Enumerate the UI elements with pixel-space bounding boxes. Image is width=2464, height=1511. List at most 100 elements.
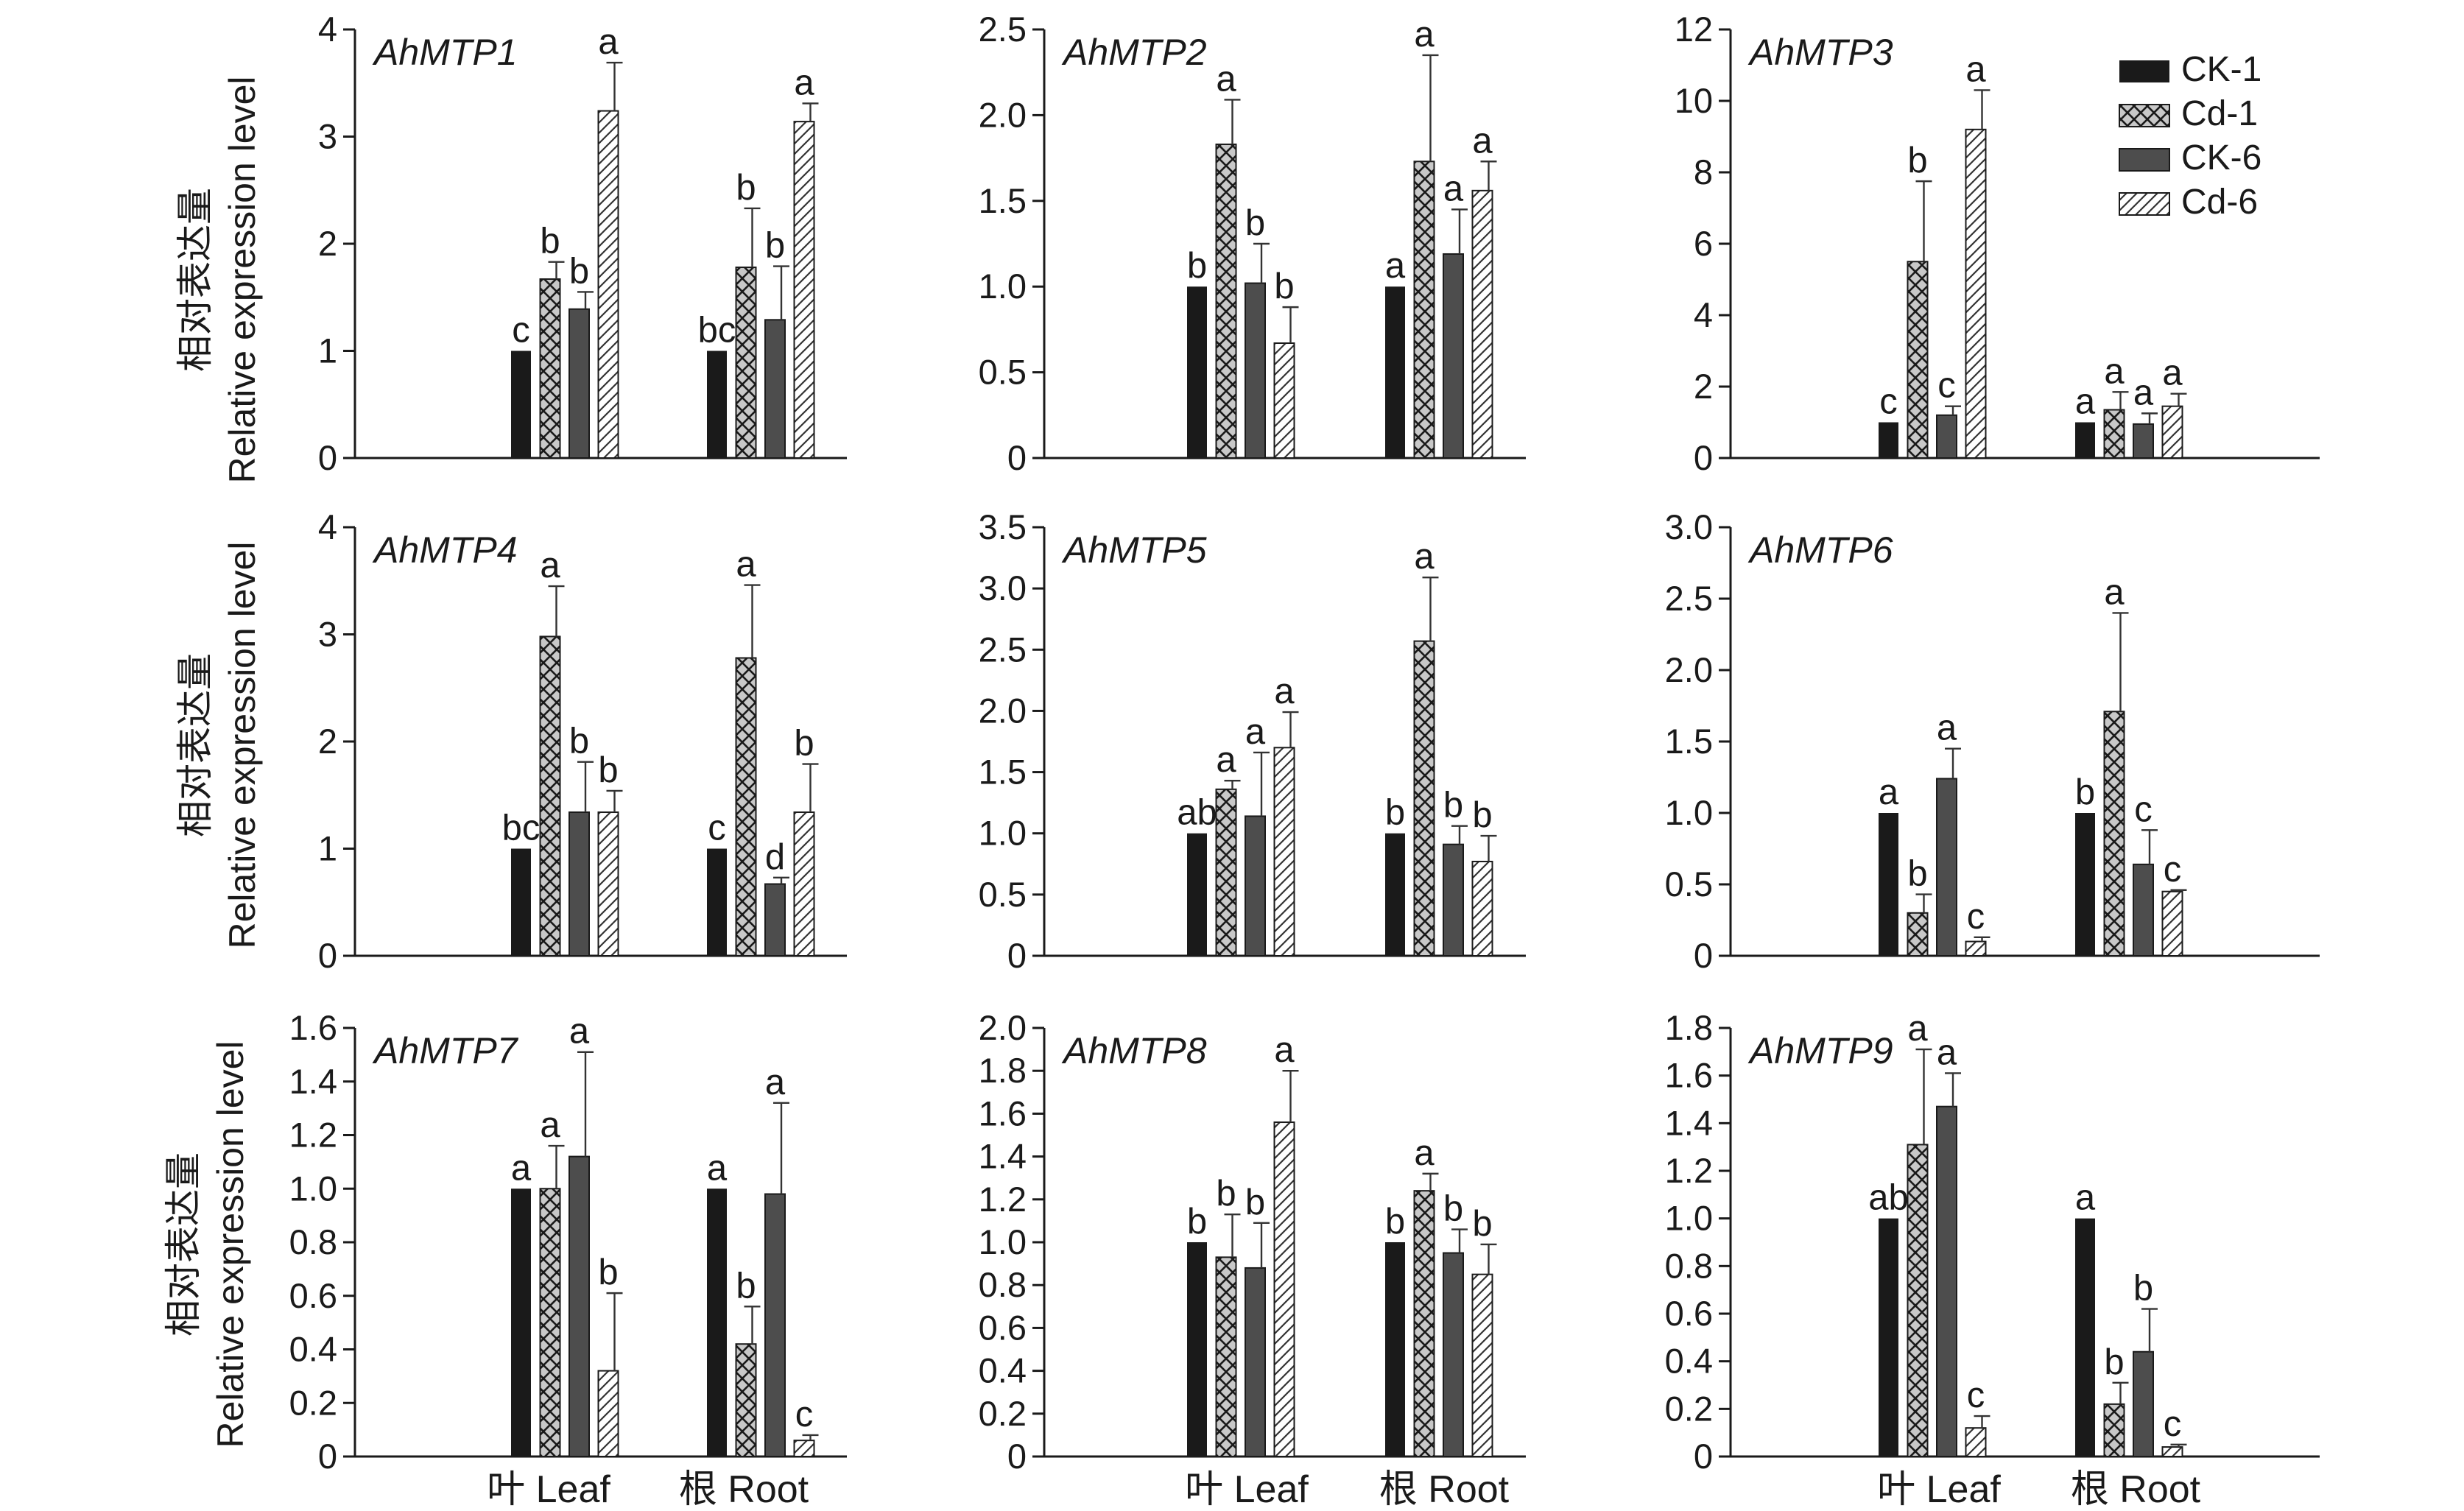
significance-letter: a xyxy=(1472,121,1493,161)
y-tick-label: 1.0 xyxy=(289,1169,337,1208)
y-tick-label: 0.6 xyxy=(979,1308,1027,1347)
y-tick-label: 12 xyxy=(1675,10,1713,49)
bar-cd-1-root xyxy=(735,657,757,957)
y-tick-label: 3.0 xyxy=(1665,507,1713,546)
y-tick-label: 1.0 xyxy=(979,267,1027,306)
y-tick-label: 0.2 xyxy=(289,1383,337,1422)
bar-cd-6-leaf xyxy=(1273,1121,1295,1458)
bar-cd-1-root xyxy=(2103,409,2125,459)
bar-ck-1-root xyxy=(707,351,727,458)
panel-title: AhMTP9 xyxy=(1747,1030,1893,1071)
bar-cd-6-root xyxy=(793,121,815,459)
bar-cd-1-leaf xyxy=(1215,143,1237,459)
bar-ck-1-leaf xyxy=(511,848,531,956)
y-tick-label: 2.0 xyxy=(979,95,1027,134)
panel-title: AhMTP2 xyxy=(1061,32,1207,73)
significance-letter: b xyxy=(1385,793,1405,833)
y-tick-label: 2 xyxy=(318,224,337,263)
significance-letter: b xyxy=(1245,1183,1265,1222)
bar-ck-1-root xyxy=(2075,1218,2095,1457)
significance-letter: b xyxy=(540,222,560,261)
bar-ck-6-root xyxy=(1443,843,1464,957)
bar-ck-6-leaf xyxy=(1245,815,1266,957)
bar-ck-1-root xyxy=(707,1188,727,1457)
y-tick-label: 0 xyxy=(1007,1437,1027,1476)
significance-letter: b xyxy=(2075,772,2095,812)
significance-letter: a xyxy=(540,1105,560,1145)
significance-letter: a xyxy=(2162,353,2183,393)
y-tick-label: 1.6 xyxy=(979,1093,1027,1133)
bar-cd-1-root xyxy=(735,267,757,459)
bar-ck-1-root xyxy=(707,848,727,956)
y-tick-label: 0.5 xyxy=(979,875,1027,914)
significance-letter: a xyxy=(794,63,814,102)
significance-letter: b xyxy=(736,1266,756,1306)
significance-letter: a xyxy=(1937,1032,1957,1072)
legend-swatch-cd-1 xyxy=(2119,104,2170,127)
significance-letter: a xyxy=(1216,59,1236,99)
bar-ck-6-leaf xyxy=(1936,414,1957,459)
y-tick-label: 1.0 xyxy=(1665,793,1713,832)
y-axis-label-en: Relative expression level xyxy=(210,1040,251,1448)
significance-letter: b xyxy=(1443,786,1463,825)
y-tick-label: 0.8 xyxy=(289,1222,337,1261)
x-category-root: 根 Root xyxy=(1379,1468,1510,1507)
significance-letter: b xyxy=(1274,267,1294,306)
significance-letter: ab xyxy=(1177,793,1217,833)
significance-letter: a xyxy=(1245,712,1266,752)
bar-ck-6-leaf xyxy=(1245,282,1266,459)
significance-letter: c xyxy=(2164,1404,2182,1444)
y-tick-label: 1.0 xyxy=(979,1222,1027,1261)
y-tick-label: 4 xyxy=(1694,295,1713,334)
bar-cd-6-root xyxy=(2161,405,2183,459)
y-tick-label: 0 xyxy=(318,438,337,477)
bar-ck-1-root xyxy=(2075,813,2095,956)
significance-letter: ab xyxy=(1868,1178,1909,1218)
significance-letter: a xyxy=(1937,708,1957,748)
significance-letter: a xyxy=(1414,537,1435,577)
panel-title: AhMTP8 xyxy=(1061,1030,1207,1071)
significance-letter: a xyxy=(1965,49,1986,89)
significance-letter: a xyxy=(2075,382,2096,422)
x-category-leaf: 叶 Leaf xyxy=(487,1468,610,1507)
significance-letter: b xyxy=(569,251,589,291)
bar-ck-1-leaf xyxy=(1187,833,1207,956)
bar-cd-1-root xyxy=(1413,1190,1435,1458)
significance-letter: b xyxy=(1907,141,1927,180)
significance-letter: c xyxy=(1937,366,1956,406)
significance-letter: b xyxy=(1907,854,1927,894)
y-tick-label: 1.4 xyxy=(1665,1103,1713,1142)
significance-letter: c xyxy=(512,311,530,351)
y-tick-label: 1.5 xyxy=(979,181,1027,220)
bar-ck-1-leaf xyxy=(1187,1242,1207,1457)
legend: CK-1 Cd-1 CK-6 Cd-6 xyxy=(2119,50,2261,222)
y-tick-label: 8 xyxy=(1694,152,1713,191)
bar-cd-6-leaf xyxy=(1965,940,1987,957)
y-tick-label: 1.6 xyxy=(289,1008,337,1047)
bar-cd-1-leaf xyxy=(539,278,561,459)
y-tick-label: 3.5 xyxy=(979,507,1027,546)
significance-letter: c xyxy=(1967,1376,1985,1415)
y-tick-label: 1.2 xyxy=(979,1180,1027,1219)
bar-ck-6-leaf xyxy=(569,811,590,957)
y-tick-label: 3 xyxy=(318,615,337,654)
bar-ck-1-leaf xyxy=(1879,1218,1898,1457)
y-tick-label: 2.0 xyxy=(1665,650,1713,689)
bar-cd-1-leaf xyxy=(1907,261,1929,459)
legend-label: Cd-1 xyxy=(2181,94,2258,133)
significance-letter: b xyxy=(1472,1204,1492,1244)
legend-swatch-ck-6 xyxy=(2119,148,2170,172)
y-tick-label: 1.4 xyxy=(979,1137,1027,1176)
x-category-leaf: 叶 Leaf xyxy=(1877,1468,2001,1507)
significance-letter: b xyxy=(1472,795,1492,835)
x-category-root: 根 Root xyxy=(679,1468,809,1507)
y-tick-label: 6 xyxy=(1694,224,1713,263)
bar-cd-6-leaf xyxy=(1965,1427,1987,1457)
y-tick-label: 0.8 xyxy=(979,1265,1027,1304)
bar-cd-1-root xyxy=(2103,1403,2125,1458)
bar-cd-1-leaf xyxy=(539,1188,561,1457)
